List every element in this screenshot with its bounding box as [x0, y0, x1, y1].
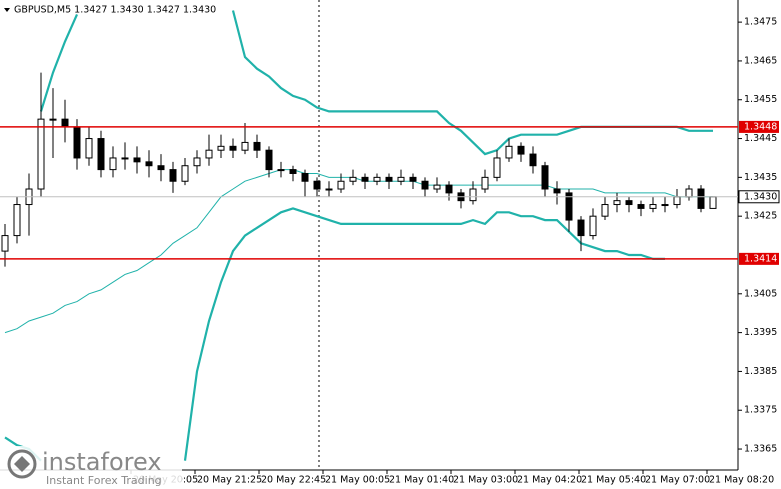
candle-body: [565, 192, 573, 221]
candle-body: [145, 161, 153, 167]
y-tick-label: 1.3375: [744, 405, 777, 416]
y-tick-label: 1.3455: [744, 94, 777, 105]
candle-body: [61, 118, 69, 128]
logo: instaforex Instant Forex Trading: [0, 446, 182, 489]
candle-body: [385, 176, 393, 182]
y-tick-label: 1.3405: [744, 288, 777, 299]
candle-body: [205, 149, 213, 159]
candle-body: [421, 180, 429, 190]
candle-body: [505, 145, 513, 159]
candle-body: [649, 204, 657, 209]
y-tick-label: 1.3395: [744, 327, 777, 338]
candle-body: [661, 204, 669, 207]
candle-body: [673, 196, 681, 206]
candle-body: [349, 176, 357, 182]
candle-body: [253, 141, 261, 151]
current-price-bg: [738, 190, 780, 204]
candle-body: [325, 188, 333, 191]
logo-icon-inner: [14, 456, 30, 472]
candle-body: [589, 215, 597, 237]
y-tick-label: 1.3425: [744, 211, 777, 222]
candle-body: [493, 157, 501, 178]
chart-title: GBPUSD,M5 1.3427 1.3430 1.3427 1.3430: [14, 5, 216, 16]
candle-body: [97, 138, 105, 171]
candle-body: [709, 196, 717, 209]
candle-body: [157, 165, 165, 171]
candle-body: [181, 165, 189, 182]
candle-body: [121, 157, 129, 160]
menu-triangle: [4, 8, 10, 12]
x-tick-label: 21 May 05:40: [581, 475, 646, 486]
y-tick-label: 1.3465: [744, 55, 777, 66]
candle-body: [241, 141, 249, 151]
candle-body: [37, 118, 45, 190]
y-tick-label: 1.3385: [744, 366, 777, 377]
candle-body: [277, 169, 285, 172]
y-tick-label: 1.3445: [744, 133, 777, 144]
x-tick-label: 21 May 03:00: [453, 475, 518, 486]
candle-body: [133, 157, 141, 163]
candle-body: [637, 204, 645, 209]
candle-body: [193, 157, 201, 167]
candle-body: [577, 219, 585, 237]
candle-body: [529, 153, 537, 167]
candle-body: [697, 188, 705, 209]
level-label: 1.3414: [744, 253, 777, 264]
logo-icon: [7, 449, 37, 479]
candle-body: [73, 126, 81, 159]
candle-body: [85, 138, 93, 159]
candle-body: [217, 145, 225, 151]
candle-body: [229, 145, 237, 151]
y-tick-label: 1.3475: [744, 17, 777, 28]
candle-body: [433, 184, 441, 190]
logo-tagline: Instant Forex Trading: [46, 474, 162, 487]
candle-body: [313, 180, 321, 190]
candle-body: [169, 169, 177, 182]
x-tick-label: 20 May 22:45: [261, 475, 326, 486]
level-label: 1.3448: [744, 121, 777, 132]
x-tick-label: 21 May 01:40: [389, 475, 454, 486]
level-label-bg: [739, 120, 779, 133]
candle-body: [49, 118, 57, 121]
candle-body: [553, 188, 561, 194]
candle-body: [685, 188, 693, 198]
level-label-bg: [739, 252, 779, 265]
current-price-label: 1.3430: [744, 191, 777, 202]
candle-body: [625, 200, 633, 206]
y-tick-label: 1.3435: [744, 172, 777, 183]
candle-body: [361, 176, 369, 182]
y-tick-label: 1.3365: [744, 444, 777, 455]
candle-body: [541, 165, 549, 190]
x-tick-label: 21 May 04:20: [517, 475, 582, 486]
candle-body: [613, 200, 621, 206]
candle-body: [289, 169, 297, 174]
candle-body: [469, 188, 477, 202]
candle-body: [337, 180, 345, 190]
x-tick-label: 20 May 21:25: [197, 475, 262, 486]
candle-body: [13, 204, 21, 237]
candle-body: [409, 176, 417, 182]
candle-body: [373, 176, 381, 182]
candle-body: [397, 176, 405, 182]
x-tick-label: 21 May 07:00: [645, 475, 710, 486]
candle-body: [601, 204, 609, 217]
candle-body: [109, 157, 117, 171]
candle-body: [517, 145, 525, 155]
candle-body: [445, 184, 453, 194]
candle-body: [265, 149, 273, 171]
logo-name: instaforex: [42, 448, 162, 476]
candle-body: [301, 172, 309, 182]
candle-body: [1, 235, 9, 252]
candle-body: [481, 176, 489, 190]
x-tick-label: 21 May 00:05: [325, 475, 390, 486]
x-tick-label: 21 May 08:20: [709, 475, 774, 486]
band-line: [4, 169, 713, 334]
